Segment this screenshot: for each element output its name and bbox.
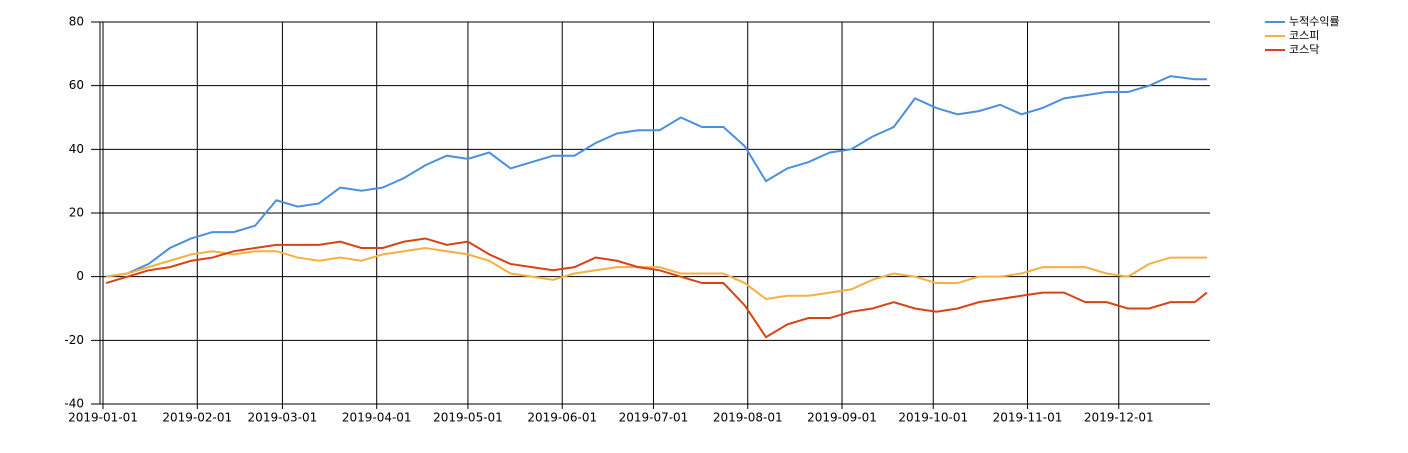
- legend-label: 코스피: [1289, 29, 1319, 42]
- series-line: [105, 247, 1207, 301]
- series-line: [105, 237, 1208, 339]
- x-tick-label: 2019-07-01: [619, 411, 689, 425]
- y-tick-label: 60: [69, 78, 84, 92]
- legend-label: 누적수익률: [1289, 15, 1340, 28]
- x-tick-label: 2019-11-01: [993, 411, 1063, 425]
- y-tick-label: 80: [69, 15, 84, 29]
- x-tick-label: 2019-06-01: [527, 411, 597, 425]
- y-tick-label: 40: [69, 142, 84, 156]
- x-tick-label: 2019-08-01: [713, 411, 783, 425]
- legend-label: 코스닥: [1289, 43, 1319, 56]
- x-tick-label: 2019-12-01: [1084, 411, 1154, 425]
- y-tick-label: -20: [64, 333, 84, 347]
- x-tick-label: 2019-05-01: [433, 411, 503, 425]
- x-tick-label: 2019-04-01: [342, 411, 412, 425]
- y-tick-label: -40: [64, 397, 84, 411]
- x-tick-label: 2019-09-01: [807, 411, 877, 425]
- x-tick-label: 2019-01-01: [68, 411, 138, 425]
- x-tick-label: 2019-10-01: [898, 411, 968, 425]
- x-tick-label: 2019-03-01: [248, 411, 318, 425]
- y-tick-label: 0: [76, 269, 84, 283]
- x-tick-label: 2019-02-01: [162, 411, 232, 425]
- series-line: [105, 75, 1207, 278]
- y-tick-label: 20: [69, 206, 84, 220]
